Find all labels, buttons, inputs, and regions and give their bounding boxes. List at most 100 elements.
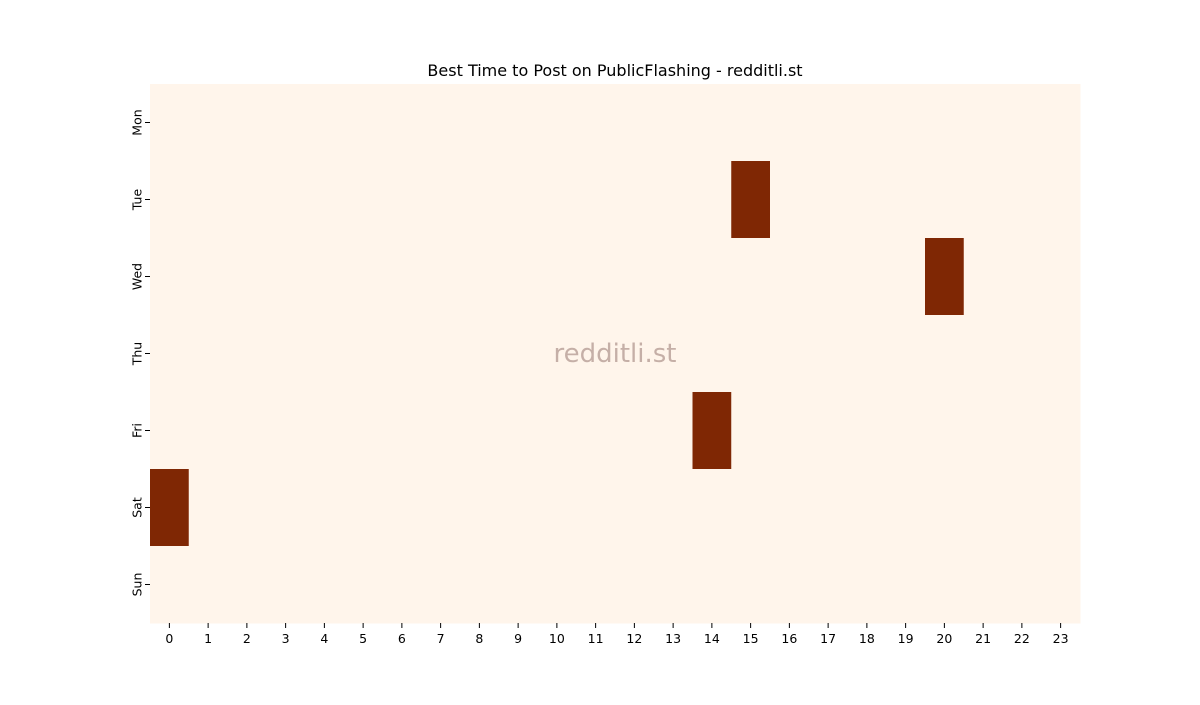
heatmap-cell <box>150 546 190 624</box>
heatmap-cell <box>1041 469 1081 547</box>
heatmap-cell <box>963 315 1003 393</box>
heatmap-cell <box>188 238 228 316</box>
x-tick-label: 21 <box>975 631 991 646</box>
heatmap-cell <box>963 392 1003 470</box>
heatmap-cell <box>498 392 538 470</box>
heatmap-cell <box>653 161 693 239</box>
chart-title: Best Time to Post on PublicFlashing - re… <box>427 61 802 80</box>
heatmap-cell <box>576 546 616 624</box>
heatmap-cell <box>188 546 228 624</box>
heatmap-cell <box>925 469 965 547</box>
heatmap-cell <box>150 161 190 239</box>
y-tick-label: Mon <box>130 109 145 135</box>
heatmap-cell <box>227 161 267 239</box>
heatmap-cell <box>731 315 771 393</box>
heatmap-cell <box>1002 469 1042 547</box>
x-tick-label: 22 <box>1014 631 1030 646</box>
heatmap-cell <box>266 84 306 162</box>
heatmap-cell <box>382 392 422 470</box>
x-tick-label: 8 <box>475 631 483 646</box>
heatmap-cell <box>1041 161 1081 239</box>
heatmap-cell <box>305 161 345 239</box>
heatmap-cell <box>653 392 693 470</box>
heatmap-cell <box>925 546 965 624</box>
heatmap-cell <box>808 238 848 316</box>
heatmap-cell <box>770 392 810 470</box>
heatmap-cell <box>576 161 616 239</box>
heatmap-cell <box>770 546 810 624</box>
heatmap-cell <box>770 161 810 239</box>
heatmap-cell <box>460 546 500 624</box>
heatmap-cell <box>886 392 926 470</box>
heatmap-cell <box>343 392 383 470</box>
heatmap-cell <box>537 469 577 547</box>
heatmap-cells <box>150 84 1081 624</box>
heatmap-cell <box>305 546 345 624</box>
heatmap-cell <box>1002 161 1042 239</box>
y-tick-label: Fri <box>130 423 145 438</box>
x-tick-label: 10 <box>549 631 565 646</box>
heatmap-cell <box>266 469 306 547</box>
heatmap-cell <box>731 161 771 239</box>
heatmap-cell <box>886 315 926 393</box>
heatmap-cell <box>1041 84 1081 162</box>
heatmap-cell <box>808 546 848 624</box>
heatmap-cell <box>382 315 422 393</box>
heatmap-cell <box>460 238 500 316</box>
heatmap-cell <box>847 84 887 162</box>
heatmap-cell <box>1002 315 1042 393</box>
x-tick-label: 13 <box>665 631 681 646</box>
x-tick-label: 23 <box>1053 631 1069 646</box>
heatmap-cell <box>692 546 732 624</box>
x-tick-label: 7 <box>437 631 445 646</box>
heatmap-cell <box>421 238 461 316</box>
heatmap-cell <box>615 238 655 316</box>
x-tick-label: 20 <box>936 631 952 646</box>
heatmap-cell <box>963 161 1003 239</box>
x-tick-label: 14 <box>704 631 720 646</box>
heatmap-cell <box>266 238 306 316</box>
heatmap-cell <box>886 469 926 547</box>
y-tick-label: Tue <box>130 189 145 212</box>
heatmap-cell <box>808 469 848 547</box>
heatmap-cell <box>731 469 771 547</box>
heatmap-cell <box>615 469 655 547</box>
heatmap-cell <box>537 315 577 393</box>
heatmap-cell <box>498 315 538 393</box>
heatmap-cell <box>1041 392 1081 470</box>
heatmap-cell <box>460 392 500 470</box>
heatmap-cell <box>227 84 267 162</box>
heatmap-cell <box>886 546 926 624</box>
heatmap-cell <box>421 392 461 470</box>
y-tick-label: Sat <box>130 497 145 518</box>
x-tick-label: 18 <box>859 631 875 646</box>
heatmap-cell <box>653 546 693 624</box>
heatmap-cell <box>1041 546 1081 624</box>
heatmap-cell <box>537 161 577 239</box>
heatmap-cell <box>498 546 538 624</box>
heatmap-cell <box>305 84 345 162</box>
heatmap-cell <box>227 238 267 316</box>
heatmap-cell <box>731 546 771 624</box>
heatmap-cell <box>1041 315 1081 393</box>
heatmap-cell <box>382 546 422 624</box>
heatmap-cell <box>266 392 306 470</box>
heatmap-cell <box>150 84 190 162</box>
heatmap-cell <box>305 315 345 393</box>
heatmap-cell <box>808 315 848 393</box>
heatmap-cell <box>188 84 228 162</box>
heatmap-cell <box>615 546 655 624</box>
heatmap-cell <box>615 392 655 470</box>
x-axis-ticks: 0 1 2 3 4 5 6 7 8 9 10 11 12 13 14 15 16 17 18 19 20 21 22 23 <box>165 623 1069 646</box>
heatmap-cell <box>1002 546 1042 624</box>
heatmap-cell <box>576 469 616 547</box>
heatmap-cell <box>537 84 577 162</box>
y-tick-label: Wed <box>130 263 145 290</box>
x-tick-label: 11 <box>588 631 604 646</box>
heatmap-cell <box>770 315 810 393</box>
heatmap-cell <box>847 546 887 624</box>
x-tick-label: 16 <box>781 631 797 646</box>
heatmap-cell <box>808 161 848 239</box>
heatmap-cell <box>188 469 228 547</box>
